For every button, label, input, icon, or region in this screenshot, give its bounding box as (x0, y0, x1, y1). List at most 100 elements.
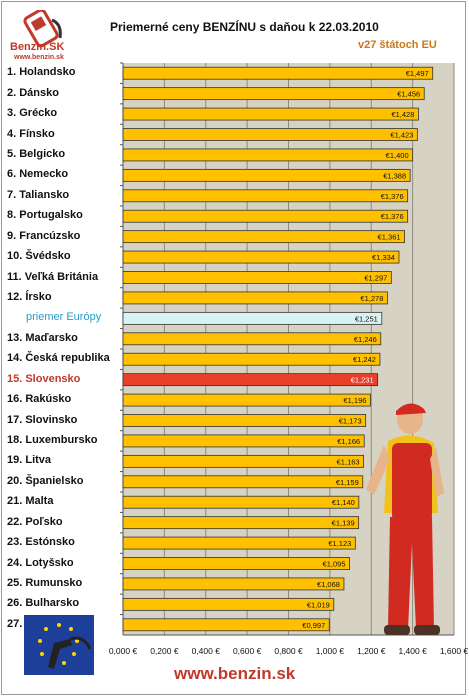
country-label: 19. Litva (7, 454, 52, 467)
bar (122, 189, 409, 203)
x-tick-label: 1,600 € (440, 646, 469, 656)
bar-value-label: €1,423 (390, 131, 413, 140)
country-label: 20. Španielsko (7, 474, 84, 487)
bar-value-label: €1,428 (391, 110, 414, 119)
bar-value-label: €1,196 (343, 396, 366, 405)
bar (122, 107, 419, 121)
x-tick-label: 0,600 € (233, 646, 262, 656)
bar-value-label: €0,997 (302, 621, 325, 630)
country-label: 13. Maďarsko (7, 331, 78, 344)
bar-value-label: €1,456 (397, 90, 420, 99)
bar (122, 352, 381, 366)
bar-value-label: €1,297 (364, 274, 387, 283)
country-label: 17. Slovinsko (7, 413, 78, 426)
bar-value-label: €1,497 (406, 69, 429, 78)
bar (122, 332, 382, 346)
bar-value-label: €1,139 (332, 519, 355, 528)
bar (122, 291, 388, 305)
bar (122, 87, 425, 101)
x-tick-label: 1,200 € (357, 646, 386, 656)
bar (122, 393, 371, 407)
bar (122, 577, 345, 591)
x-tick-label: 0,000 € (109, 646, 138, 656)
bar-value-label: €1,400 (386, 151, 409, 160)
country-label: 24. Lotyšsko (7, 556, 74, 569)
bar (122, 373, 379, 387)
bar-value-label: €1,251 (355, 314, 378, 323)
footer-url: www.benzin.sk (174, 664, 296, 683)
brand-name: Benzin.SK (10, 41, 65, 53)
bar (122, 557, 350, 570)
bar (122, 536, 356, 550)
bar-value-label: €1,376 (381, 212, 404, 221)
average-label: priemer Európy (26, 311, 102, 324)
bar-value-label: €1,242 (353, 355, 376, 364)
country-label: 26. Bulharsko (7, 597, 80, 610)
highlight-country-label: 15. Slovensko (7, 372, 81, 385)
country-label: 8. Portugalsko (7, 209, 83, 222)
chart-title: Priemerné ceny BENZÍNU s daňou k 22.03.2… (110, 20, 379, 34)
country-label: 3. Grécko (7, 107, 58, 120)
x-tick-label: 0,400 € (192, 646, 221, 656)
bar (122, 618, 330, 632)
x-tick-label: 1,000 € (316, 646, 345, 656)
country-label: 11. Veľká Británia (7, 270, 99, 283)
bar (122, 414, 367, 427)
bar (122, 311, 383, 325)
bar (122, 597, 335, 611)
bar-value-label: €1,163 (337, 457, 360, 466)
country-label: 21. Malta (7, 495, 54, 508)
country-label: 25. Rumunsko (7, 576, 83, 589)
x-tick-label: 0,800 € (274, 646, 303, 656)
bar-value-label: €1,278 (360, 294, 383, 303)
country-label: 16. Rakúsko (7, 393, 72, 406)
eu-flag-fuel-nozzle-icon (24, 615, 94, 675)
brand-url: www.benzin.sk (14, 54, 64, 61)
country-label: 14. Česká republika (7, 352, 110, 365)
country-label: 12. Írsko (7, 290, 52, 303)
bar (122, 475, 364, 489)
country-label: 23. Estónsko (7, 536, 75, 549)
chart-subtitle: v27 štátoch EU (358, 39, 437, 51)
bar (122, 128, 418, 141)
bar-value-label: €1,231 (351, 376, 374, 385)
bar-value-label: €1,246 (354, 335, 377, 344)
country-label: 10. Švédsko (7, 250, 71, 263)
country-label: 2. Dánsko (7, 86, 59, 99)
bar-value-label: €1,361 (378, 233, 401, 242)
bar-value-label: €1,159 (336, 478, 359, 487)
bar (122, 230, 405, 244)
bar (122, 209, 409, 223)
bar (122, 168, 411, 182)
bar (122, 434, 365, 448)
bar-value-label: €1,140 (332, 498, 355, 507)
country-label: 22. Poľsko (7, 515, 63, 528)
country-label: 7. Taliansko (7, 188, 70, 201)
bar-value-label: €1,123 (328, 539, 351, 548)
x-tick-label: 0,200 € (150, 646, 179, 656)
bar (122, 516, 360, 530)
bar (122, 250, 400, 264)
benzin-logo-icon (23, 10, 62, 48)
country-label: 1. Holandsko (7, 66, 76, 79)
country-label: 5. Belgicko (7, 147, 66, 160)
bar (122, 454, 364, 468)
bar-value-label: €1,173 (339, 417, 362, 426)
bar-value-label: €1,068 (317, 580, 340, 589)
country-label: 18. Luxembursko (7, 433, 98, 446)
country-label: 4. Fínsko (7, 127, 55, 140)
bar-value-label: €1,095 (323, 560, 346, 569)
bar (122, 148, 414, 162)
country-label: 9. Francúzsko (7, 229, 81, 242)
bar (122, 66, 434, 80)
mechanic-mascot-icon (366, 403, 444, 635)
bar (122, 271, 392, 284)
country-label: 6. Nemecko (7, 168, 69, 181)
bar-value-label: €1,019 (307, 600, 330, 609)
bar-value-label: €1,334 (372, 253, 395, 262)
x-tick-label: 1,400 € (398, 646, 427, 656)
bar-value-label: €1,166 (337, 437, 360, 446)
bar-value-label: €1,388 (383, 171, 406, 180)
